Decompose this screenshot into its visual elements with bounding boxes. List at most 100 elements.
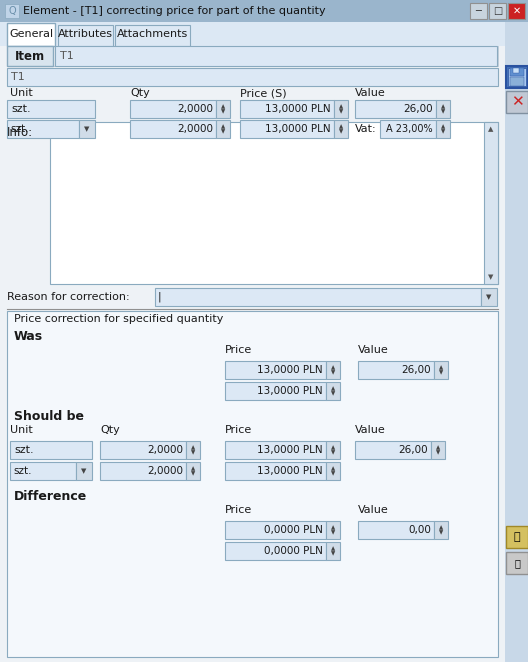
Text: ▼: ▼ xyxy=(191,450,195,455)
Text: 0,0000 PLN: 0,0000 PLN xyxy=(264,525,323,535)
Text: 13,0000 PLN: 13,0000 PLN xyxy=(266,104,331,114)
Text: szt.: szt. xyxy=(13,466,32,476)
Text: 📌: 📌 xyxy=(514,558,520,568)
Text: 13,0000 PLN: 13,0000 PLN xyxy=(257,386,323,396)
Text: |: | xyxy=(158,292,162,303)
Bar xyxy=(513,68,519,73)
Bar xyxy=(79,120,95,138)
Bar xyxy=(505,22,528,662)
Text: Unit: Unit xyxy=(10,425,33,435)
Text: Price: Price xyxy=(225,505,252,515)
Text: ▲: ▲ xyxy=(331,365,335,371)
Bar xyxy=(506,552,528,574)
Bar xyxy=(216,100,230,118)
Text: ─: ─ xyxy=(476,6,482,16)
Text: ▲: ▲ xyxy=(441,105,445,109)
Bar xyxy=(334,100,348,118)
Bar xyxy=(436,120,450,138)
Text: Qty: Qty xyxy=(130,88,150,98)
Bar xyxy=(186,441,200,459)
Text: ▼: ▼ xyxy=(441,129,445,134)
Text: szt.: szt. xyxy=(11,104,31,114)
Text: ▼: ▼ xyxy=(81,468,87,474)
Text: Price: Price xyxy=(225,345,252,355)
Bar xyxy=(0,22,505,46)
Text: Item: Item xyxy=(15,50,45,62)
Text: ▼: ▼ xyxy=(439,370,443,375)
Bar xyxy=(326,382,340,400)
Text: ▼: ▼ xyxy=(486,294,492,300)
Text: Should be: Should be xyxy=(14,410,84,422)
Bar xyxy=(358,521,434,539)
Text: Attachments: Attachments xyxy=(117,29,188,39)
Text: Was: Was xyxy=(14,330,43,342)
Text: ▲: ▲ xyxy=(439,365,443,371)
Bar xyxy=(326,462,340,480)
Text: 0,0000 PLN: 0,0000 PLN xyxy=(264,546,323,556)
Text: Info:: Info: xyxy=(7,126,33,138)
Text: ▲: ▲ xyxy=(331,526,335,530)
Text: ▲: ▲ xyxy=(331,467,335,471)
Text: T1: T1 xyxy=(60,51,74,61)
Bar xyxy=(380,120,436,138)
Bar xyxy=(130,100,216,118)
Text: szt.: szt. xyxy=(14,445,34,455)
Text: 2,0000: 2,0000 xyxy=(177,104,213,114)
Text: □: □ xyxy=(493,6,502,16)
Bar xyxy=(76,462,92,480)
Bar xyxy=(5,4,19,18)
Text: T1: T1 xyxy=(11,72,25,82)
Bar xyxy=(100,462,186,480)
Bar xyxy=(155,288,481,306)
Text: 13,0000 PLN: 13,0000 PLN xyxy=(266,124,331,134)
Bar xyxy=(326,441,340,459)
Text: ▼: ▼ xyxy=(191,471,195,476)
Text: Price: Price xyxy=(225,425,252,435)
Text: ▲: ▲ xyxy=(441,124,445,130)
Text: Q: Q xyxy=(8,6,16,16)
Bar xyxy=(10,441,92,459)
Text: ▼: ▼ xyxy=(331,551,335,556)
Bar xyxy=(240,100,334,118)
Bar xyxy=(431,441,445,459)
Text: ▼: ▼ xyxy=(331,391,335,396)
Bar xyxy=(186,462,200,480)
Bar xyxy=(358,361,434,379)
Bar xyxy=(355,100,436,118)
Text: A 23,00%: A 23,00% xyxy=(386,124,433,134)
Bar xyxy=(434,361,448,379)
Text: 🔓: 🔓 xyxy=(514,532,520,542)
Bar xyxy=(326,542,340,560)
Bar xyxy=(225,462,326,480)
Text: Value: Value xyxy=(355,88,386,98)
Bar xyxy=(510,68,524,76)
Text: ▼: ▼ xyxy=(441,109,445,114)
Bar xyxy=(7,23,55,46)
Text: Element - [T1] correcting price for part of the quantity: Element - [T1] correcting price for part… xyxy=(23,6,326,16)
Text: Value: Value xyxy=(358,345,389,355)
Bar xyxy=(481,288,497,306)
Bar xyxy=(508,68,526,86)
Bar xyxy=(7,46,498,66)
Text: ▲: ▲ xyxy=(331,387,335,391)
Text: ▲: ▲ xyxy=(339,124,343,130)
Bar xyxy=(240,120,334,138)
Text: ▼: ▼ xyxy=(221,109,225,114)
Bar xyxy=(355,441,431,459)
Bar xyxy=(470,3,487,19)
Bar xyxy=(436,100,450,118)
Bar xyxy=(55,46,497,66)
Text: Unit: Unit xyxy=(10,88,33,98)
Bar xyxy=(326,361,340,379)
Bar xyxy=(216,120,230,138)
Text: Qty: Qty xyxy=(100,425,120,435)
Text: 13,0000 PLN: 13,0000 PLN xyxy=(257,365,323,375)
Text: 13,0000 PLN: 13,0000 PLN xyxy=(257,445,323,455)
Text: ▼: ▼ xyxy=(331,530,335,535)
Bar xyxy=(225,361,326,379)
Text: ▲: ▲ xyxy=(436,446,440,451)
Text: szt.: szt. xyxy=(10,124,29,134)
Bar xyxy=(58,25,113,46)
Bar xyxy=(7,311,498,657)
Text: ▼: ▼ xyxy=(331,450,335,455)
